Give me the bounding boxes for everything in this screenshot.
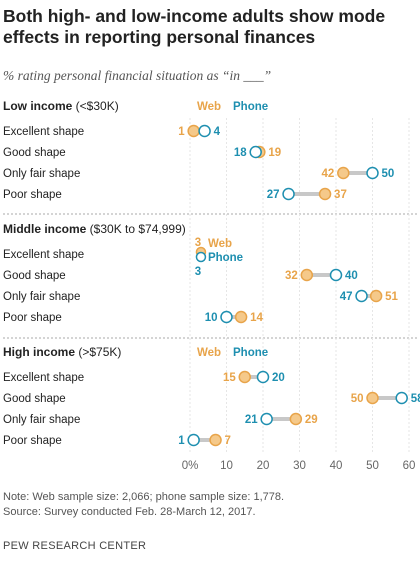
row-label: Excellent shape <box>3 372 84 384</box>
row-label: Good shape <box>3 270 66 282</box>
note-text: Note: Web sample size: 2,066; phone samp… <box>3 491 285 503</box>
phone-dot <box>260 412 273 426</box>
group-label-name: High income <box>3 345 75 359</box>
chart-subtitle: % rating personal financial situation as… <box>3 68 272 83</box>
row-label: Only fair shape <box>3 291 80 303</box>
web-value: 7 <box>225 435 231 447</box>
phone-value: 40 <box>345 270 358 282</box>
phone-dot <box>366 166 379 180</box>
phone-dot <box>220 310 233 324</box>
group-label-detail: (>$75K) <box>75 345 121 359</box>
web-value: 50 <box>351 393 364 405</box>
web-dot <box>366 391 379 405</box>
dot-chart: Low income (<$30K) Web Phone Excellent shap… <box>3 99 420 472</box>
web-dot <box>318 187 332 201</box>
web-dot <box>234 310 248 324</box>
phone-dot <box>187 433 200 447</box>
phone-value: 18 <box>234 147 247 159</box>
legend-web: Web <box>197 347 221 359</box>
row-label: Good shape <box>3 393 66 405</box>
group-label: Middle income ($30K to $74,999) <box>3 222 186 236</box>
phone-value: 27 <box>267 189 280 201</box>
phone-dot <box>198 124 211 138</box>
row-label: Only fair shape <box>3 168 80 180</box>
phone-value: 47 <box>340 291 353 303</box>
legend-phone: Phone <box>233 101 268 113</box>
row-label: Only fair shape <box>3 414 80 426</box>
web-value: 42 <box>322 168 335 180</box>
legend-phone: Phone <box>208 252 243 264</box>
web-value: 51 <box>385 291 398 303</box>
web-value: 29 <box>305 414 318 426</box>
x-tick-label: 50 <box>366 460 379 472</box>
row-label: Poor shape <box>3 189 62 201</box>
legend-web: Web <box>208 238 232 250</box>
row-label: Good shape <box>3 147 66 159</box>
x-tick-label: 60 <box>403 460 416 472</box>
phone-value: 50 <box>382 168 395 180</box>
row-label: Poor shape <box>3 312 62 324</box>
phone-dot <box>249 145 262 159</box>
org-name: PEW RESEARCH CENTER <box>3 540 147 552</box>
phone-value: 4 <box>214 126 221 138</box>
web-value: 37 <box>334 189 347 201</box>
x-tick-label: 0% <box>182 460 199 472</box>
legend-phone: Phone <box>233 347 268 359</box>
x-tick-label: 30 <box>293 460 306 472</box>
web-value: 3 <box>195 237 201 249</box>
web-value: 19 <box>268 147 281 159</box>
phone-value: 58 <box>411 393 420 405</box>
web-dot <box>337 166 350 180</box>
x-tick-label: 40 <box>330 460 343 472</box>
group-label-detail: (<$30K) <box>72 99 118 113</box>
group-label-name: Low income <box>3 99 73 113</box>
web-value: 15 <box>223 372 236 384</box>
group-label: Low income (<$30K) <box>3 99 119 113</box>
row-label: Excellent shape <box>3 249 84 261</box>
phone-dot <box>282 187 295 201</box>
row-label: Excellent shape <box>3 126 84 138</box>
source-text: Source: Survey conducted Feb. 28-March 1… <box>3 506 256 518</box>
chart-notes: Note: Web sample size: 2,066; phone samp… <box>3 490 284 520</box>
group-label-detail: ($30K to $74,999) <box>86 222 185 236</box>
web-dot <box>300 268 314 282</box>
x-tick-label: 20 <box>257 460 270 472</box>
web-dot <box>238 370 251 384</box>
group-label: High income (>$75K) <box>3 345 121 359</box>
phone-dot <box>395 391 408 405</box>
row-label: Poor shape <box>3 435 62 447</box>
phone-value: 1 <box>178 435 185 447</box>
chart-title: Both high- and low-income adults show mo… <box>3 6 386 47</box>
x-tick-label: 10 <box>220 460 233 472</box>
web-dot <box>369 289 383 303</box>
phone-value: 10 <box>205 312 218 324</box>
phone-value: 3 <box>195 266 201 278</box>
web-value: 32 <box>285 270 298 282</box>
web-dot <box>289 412 303 426</box>
phone-dot <box>355 289 368 303</box>
phone-dot <box>195 251 207 263</box>
phone-dot <box>256 370 270 384</box>
web-value: 1 <box>178 126 185 138</box>
legend-web: Web <box>197 101 221 113</box>
group-label-name: Middle income <box>3 222 87 236</box>
web-value: 14 <box>250 312 263 324</box>
phone-dot <box>329 268 343 282</box>
web-dot <box>187 124 200 138</box>
web-dot <box>209 433 222 447</box>
phone-value: 21 <box>245 414 258 426</box>
phone-value: 20 <box>272 372 285 384</box>
